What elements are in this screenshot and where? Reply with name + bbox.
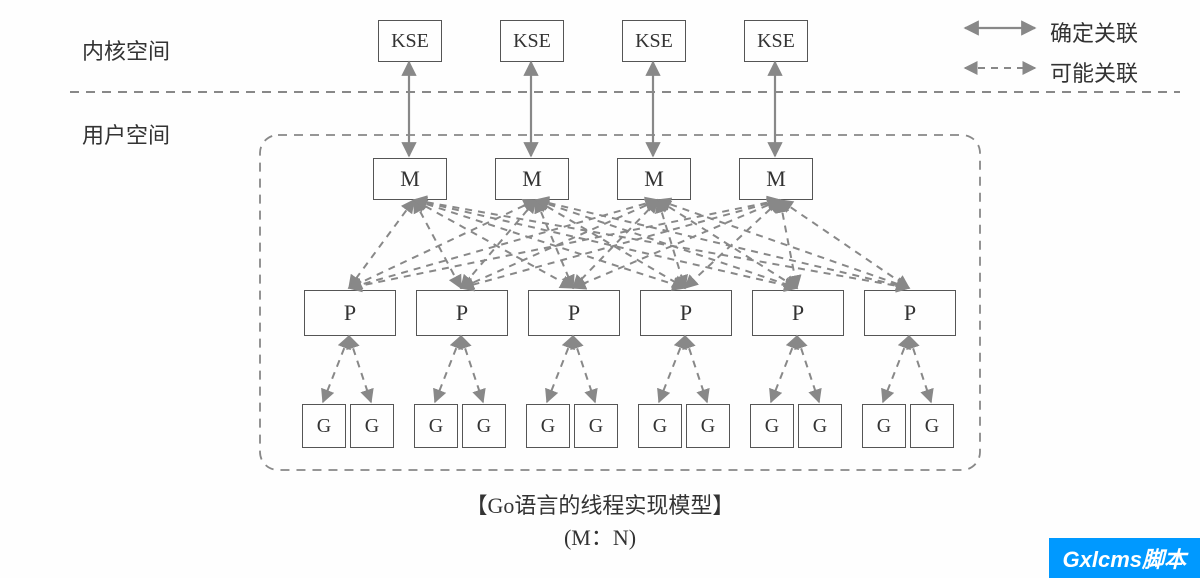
kse-box-3: KSE (744, 20, 808, 62)
g-box-9: G (798, 404, 842, 448)
g-label: G (477, 415, 491, 438)
p-box-4: P (752, 290, 844, 336)
g-label: G (877, 415, 891, 438)
g-label: G (701, 415, 715, 438)
p-label: P (792, 300, 804, 326)
m-label: M (400, 166, 420, 192)
p-box-0: P (304, 290, 396, 336)
p-label: P (568, 300, 580, 326)
p-label: P (904, 300, 916, 326)
m-box-0: M (373, 158, 447, 200)
label-kernel-space: 内核空间 (82, 34, 170, 66)
g-label: G (429, 415, 443, 438)
g-box-7: G (686, 404, 730, 448)
kse-box-0: KSE (378, 20, 442, 62)
g-box-3: G (462, 404, 506, 448)
m-box-1: M (495, 158, 569, 200)
g-label: G (365, 415, 379, 438)
g-box-4: G (526, 404, 570, 448)
legend-solid-label: 确定关联 (1050, 16, 1138, 48)
g-label: G (813, 415, 827, 438)
watermark-badge: Gxlcms脚本 (1049, 538, 1200, 578)
g-label: G (589, 415, 603, 438)
m-label: M (522, 166, 542, 192)
label-user-space: 用户空间 (82, 118, 170, 150)
g-box-11: G (910, 404, 954, 448)
caption-title: 【Go语言的线程实现模型】 (0, 488, 1200, 520)
caption-ratio: (M：N) (0, 520, 1200, 552)
m-box-3: M (739, 158, 813, 200)
g-box-5: G (574, 404, 618, 448)
g-label: G (541, 415, 555, 438)
g-label: G (925, 415, 939, 438)
kse-label: KSE (513, 30, 551, 53)
kse-box-1: KSE (500, 20, 564, 62)
kse-label: KSE (635, 30, 673, 53)
p-label: P (680, 300, 692, 326)
kse-box-2: KSE (622, 20, 686, 62)
m-box-2: M (617, 158, 691, 200)
g-box-6: G (638, 404, 682, 448)
g-label: G (653, 415, 667, 438)
g-box-1: G (350, 404, 394, 448)
p-box-3: P (640, 290, 732, 336)
m-label: M (644, 166, 664, 192)
m-label: M (766, 166, 786, 192)
g-label: G (765, 415, 779, 438)
g-label: G (317, 415, 331, 438)
p-box-5: P (864, 290, 956, 336)
p-label: P (344, 300, 356, 326)
legend-dashed-label: 可能关联 (1050, 56, 1138, 88)
g-box-10: G (862, 404, 906, 448)
p-label: P (456, 300, 468, 326)
g-box-0: G (302, 404, 346, 448)
kse-label: KSE (757, 30, 795, 53)
kse-label: KSE (391, 30, 429, 53)
p-box-2: P (528, 290, 620, 336)
g-box-2: G (414, 404, 458, 448)
p-box-1: P (416, 290, 508, 336)
g-box-8: G (750, 404, 794, 448)
